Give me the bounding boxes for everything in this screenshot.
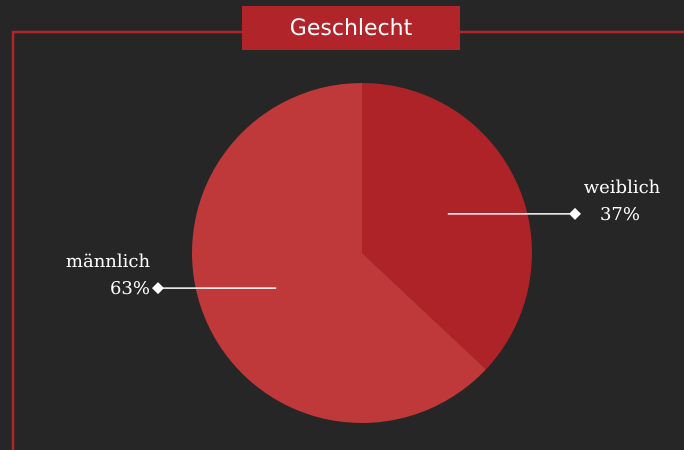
pie-slice bbox=[362, 83, 532, 370]
frame bbox=[11, 30, 684, 450]
leader-marker bbox=[152, 282, 164, 295]
chart-title: Geschlecht bbox=[290, 16, 413, 41]
leader-marker bbox=[569, 207, 581, 220]
pie-slice bbox=[191, 83, 486, 423]
title-box bbox=[242, 6, 460, 50]
slice-value-label: 37% bbox=[600, 204, 640, 225]
slice-label: weiblich bbox=[584, 177, 661, 198]
slice-value-label: 63% bbox=[110, 278, 150, 299]
slice-label: männlich bbox=[66, 251, 151, 272]
